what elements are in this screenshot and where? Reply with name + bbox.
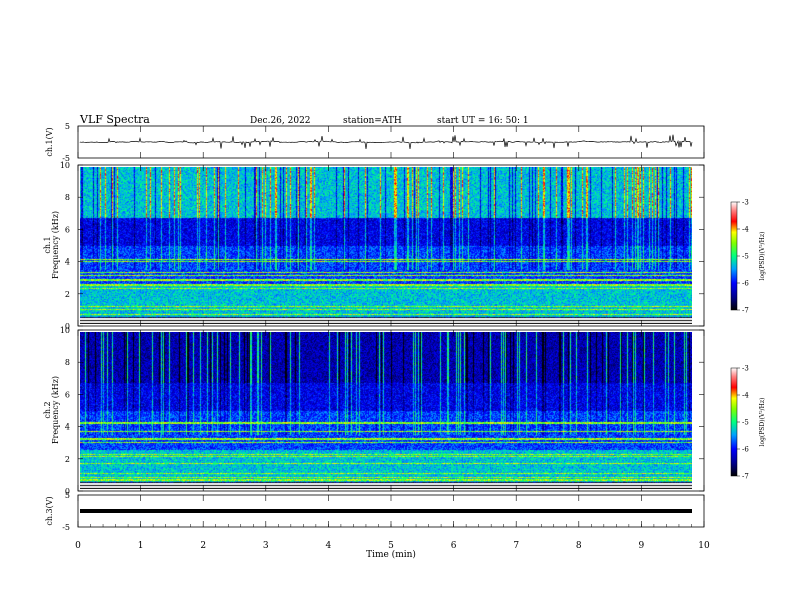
colorbar-tick-label: -5	[742, 419, 749, 427]
ch1-colorbar-label: log(PSD)(V²/Hz)	[759, 232, 766, 281]
date-label: Dec.26, 2022	[250, 116, 311, 126]
colorbar-tick-label: -6	[742, 280, 749, 288]
ch1-colorbar: -3 -4 -5 -6 -7 log(PSD)(V²/Hz)	[730, 199, 766, 315]
freq-tick-label: 6	[65, 390, 70, 399]
time-axis-label: Time (min)	[366, 549, 416, 560]
freq-tick-label: 0	[65, 487, 70, 496]
freq-tick-label: 6	[65, 225, 70, 234]
ch3-waveform-line	[80, 509, 692, 513]
ch1-colorbar-scale	[730, 201, 738, 311]
ch3-ytick-bottom: -5	[62, 523, 70, 532]
time-tick-label: 2	[200, 541, 206, 551]
ch2-colorbar: -3 -4 -5 -6 -7 log(PSD)(V²/Hz)	[730, 365, 766, 481]
freq-tick-label: 8	[65, 193, 70, 202]
ch1-spectrogram-ylabel-freq: Frequency (kHz)	[51, 211, 60, 279]
ch1-spectrogram-ylabel-ch: ch.1	[43, 236, 52, 253]
ch1-waveform-line	[79, 134, 693, 150]
time-tick-label: 10	[698, 541, 710, 551]
ch2-spectrogram-image	[80, 332, 692, 489]
freq-tick-label: 2	[65, 290, 70, 299]
colorbar-tick-label: -7	[742, 307, 749, 315]
freq-tick-label: 4	[65, 258, 70, 267]
time-tick-label: 6	[451, 541, 457, 551]
ch2-colorbar-scale	[730, 367, 738, 477]
colorbar-tick-label: -6	[742, 446, 749, 454]
freq-tick-label: 10	[60, 161, 70, 170]
time-tick-label: 3	[263, 541, 269, 551]
freq-tick-label: 10	[60, 326, 70, 335]
time-tick-label: 5	[388, 541, 394, 551]
time-tick-label: 9	[639, 541, 645, 551]
colorbar-tick-label: -3	[742, 365, 749, 373]
ch1-spectrogram-panel: 0 2 4 6 8 10 ch.1 Frequency (kHz)	[43, 161, 705, 331]
ch3-waveform-ylabel: ch.3(V)	[45, 496, 54, 525]
ch2-spectrogram-panel: 0 2 4 6 8 10 ch.2 Frequency (kHz)	[43, 326, 705, 496]
ch1-waveform-panel: 5 -5 ch.1(V)	[45, 122, 705, 163]
colorbar-tick-label: -4	[742, 392, 749, 400]
ch1-ytick-top: 5	[65, 122, 70, 131]
time-tick-label: 1	[138, 541, 144, 551]
ch1-spectrogram-image	[80, 167, 692, 324]
time-tick-label: 0	[75, 541, 81, 551]
colorbar-tick-label: -5	[742, 253, 749, 261]
time-tick-label: 8	[576, 541, 582, 551]
colorbar-tick-label: -4	[742, 226, 749, 234]
station-label: station=ATH	[343, 116, 402, 126]
ch2-spectrogram-ylabel-ch: ch.2	[43, 401, 52, 418]
time-tick-label: 4	[326, 541, 332, 551]
ch3-waveform-panel: 5 -5 ch.3(V)	[45, 491, 705, 532]
ch1-waveform-ylabel: ch.1(V)	[45, 127, 54, 156]
freq-tick-label: 8	[65, 358, 70, 367]
ch2-colorbar-label: log(PSD)(V²/Hz)	[759, 398, 766, 447]
ch1-ytick-bottom: -5	[62, 154, 70, 163]
time-tick-label: 7	[513, 541, 519, 551]
freq-tick-label: 0	[65, 322, 70, 331]
start-time-label: start UT = 16: 50: 1	[437, 116, 529, 126]
freq-tick-label: 2	[65, 455, 70, 464]
time-axis: 0 1 2 3 4 5 6 7 8 9 10	[75, 126, 710, 551]
ch3-ytick-top: 5	[65, 491, 70, 500]
ch2-spectrogram-ylabel-freq: Frequency (kHz)	[51, 376, 60, 444]
colorbar-tick-label: -3	[742, 199, 749, 207]
colorbar-tick-label: -7	[742, 473, 749, 481]
figure-title: VLF Spectra	[79, 113, 150, 126]
freq-tick-label: 4	[65, 423, 70, 432]
